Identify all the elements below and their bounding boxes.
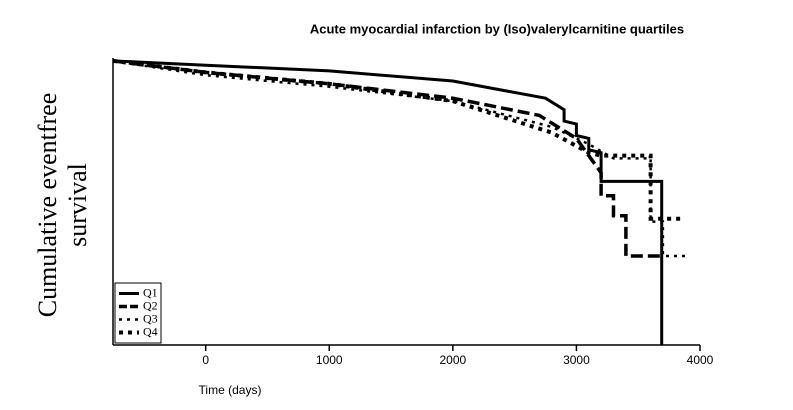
- x-tick-label: 0: [202, 353, 209, 367]
- x-tick-label: 2000: [439, 353, 466, 367]
- survival-curve: [112, 59, 688, 258]
- legend-label: Q1: [143, 285, 158, 299]
- x-tick-label: 3000: [563, 353, 590, 367]
- survival-curve: [112, 59, 662, 258]
- survival-curve: [112, 59, 664, 345]
- x-axis-label: Time (days): [199, 383, 262, 397]
- x-tick-label: 1000: [316, 353, 343, 367]
- y-axis-label: Cumulative eventfree: [33, 93, 62, 318]
- y-axis-label: survival: [63, 163, 92, 247]
- legend-label: Q2: [143, 298, 158, 312]
- chart-title: Acute myocardial infarction by (Iso)vale…: [310, 21, 684, 36]
- survival-curve: [112, 58, 682, 221]
- legend-label: Q3: [143, 311, 158, 325]
- legend-label: Q4: [143, 324, 158, 338]
- x-tick-label: 4000: [687, 353, 714, 367]
